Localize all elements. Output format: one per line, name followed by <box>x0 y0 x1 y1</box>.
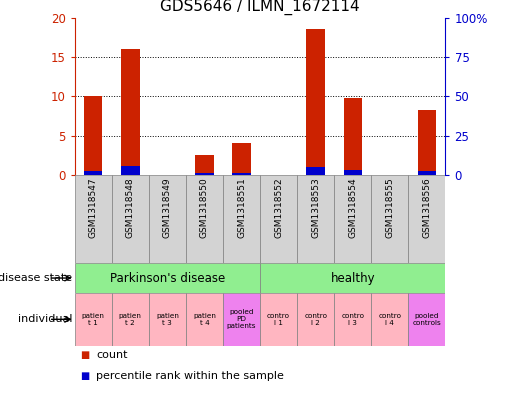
Bar <box>418 110 436 175</box>
Text: patien
t 1: patien t 1 <box>82 313 105 326</box>
Text: patien
t 3: patien t 3 <box>156 313 179 326</box>
Bar <box>334 293 371 346</box>
Bar <box>149 293 186 346</box>
Text: ■: ■ <box>80 371 89 381</box>
Text: GSM1318556: GSM1318556 <box>422 178 432 238</box>
Text: GSM1318555: GSM1318555 <box>385 178 394 238</box>
Bar <box>195 155 214 175</box>
Text: contro
l 1: contro l 1 <box>267 313 290 326</box>
Bar <box>186 293 223 346</box>
Bar <box>112 293 149 346</box>
Text: GSM1318547: GSM1318547 <box>89 178 98 238</box>
Bar <box>260 293 297 346</box>
Bar <box>297 175 334 263</box>
Bar <box>223 175 260 263</box>
Bar <box>408 293 445 346</box>
Text: healthy: healthy <box>331 272 375 285</box>
Text: GSM1318549: GSM1318549 <box>163 178 172 238</box>
Text: GSM1318551: GSM1318551 <box>237 178 246 238</box>
Bar <box>344 98 362 175</box>
Bar <box>84 96 102 175</box>
Text: GSM1318550: GSM1318550 <box>200 178 209 238</box>
Bar <box>223 293 260 346</box>
Text: percentile rank within the sample: percentile rank within the sample <box>96 371 284 381</box>
Bar <box>306 167 325 175</box>
Bar <box>112 175 149 263</box>
Text: Parkinson's disease: Parkinson's disease <box>110 272 225 285</box>
Text: GSM1318553: GSM1318553 <box>311 178 320 238</box>
Title: GDS5646 / ILMN_1672114: GDS5646 / ILMN_1672114 <box>160 0 360 15</box>
Bar <box>121 166 140 175</box>
Bar <box>334 175 371 263</box>
Text: GSM1318554: GSM1318554 <box>348 178 357 238</box>
Bar <box>232 143 251 175</box>
Bar <box>408 175 445 263</box>
Bar <box>371 175 408 263</box>
Text: disease state: disease state <box>0 273 72 283</box>
Bar <box>75 263 260 293</box>
Text: contro
l 2: contro l 2 <box>304 313 327 326</box>
Bar <box>84 171 102 175</box>
Text: contro
l 3: contro l 3 <box>341 313 364 326</box>
Bar <box>75 175 112 263</box>
Bar <box>186 175 223 263</box>
Text: ■: ■ <box>80 350 89 360</box>
Bar <box>232 173 251 175</box>
Text: patien
t 2: patien t 2 <box>119 313 142 326</box>
Text: count: count <box>96 350 128 360</box>
Text: pooled
controls: pooled controls <box>413 313 441 326</box>
Text: pooled
PD
patients: pooled PD patients <box>227 309 256 329</box>
Bar <box>344 170 362 175</box>
Bar <box>149 175 186 263</box>
Text: individual: individual <box>18 314 72 324</box>
Text: contro
l 4: contro l 4 <box>379 313 401 326</box>
Bar <box>306 29 325 175</box>
Bar <box>195 173 214 175</box>
Text: GSM1318548: GSM1318548 <box>126 178 135 238</box>
Bar <box>418 171 436 175</box>
Bar <box>121 49 140 175</box>
Bar <box>260 175 297 263</box>
Bar <box>75 293 112 346</box>
Bar <box>297 293 334 346</box>
Text: patien
t 4: patien t 4 <box>193 313 216 326</box>
Bar <box>371 293 408 346</box>
Text: GSM1318552: GSM1318552 <box>274 178 283 238</box>
Bar <box>260 263 445 293</box>
